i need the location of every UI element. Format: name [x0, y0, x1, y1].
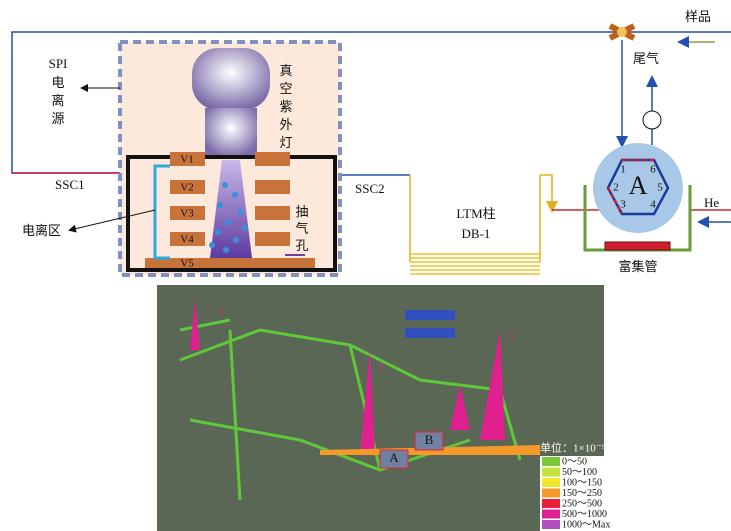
label: SSC1 [55, 177, 85, 192]
label: 尾气 [633, 51, 659, 66]
valve-label: A [629, 171, 648, 200]
plates [145, 152, 315, 268]
legend-swatch [542, 520, 560, 529]
plate-label: V5 [180, 258, 194, 270]
legend-label: 150～250 [562, 488, 602, 499]
label: SPI [49, 56, 68, 71]
port-link [606, 187, 624, 215]
pointer [68, 209, 156, 233]
label: 源 [51, 111, 64, 126]
legend: 0～5050～100100～150150～250250～500500～10001… [540, 456, 610, 531]
port: 6 [650, 164, 656, 176]
legend-swatch [542, 488, 560, 498]
label: DB-1 [462, 226, 491, 241]
valve-disk [593, 143, 683, 233]
coil [410, 253, 540, 275]
legend-swatch [542, 478, 560, 487]
label: 空 [279, 81, 292, 96]
label: 样品 [685, 9, 711, 24]
label: 真 [279, 63, 292, 78]
label: 抽 [295, 204, 308, 219]
port: 5 [657, 182, 663, 194]
lamp-bulb [192, 48, 270, 110]
map [157, 285, 604, 531]
port: 4 [650, 199, 656, 211]
pump-symbol [642, 110, 662, 130]
port: 3 [620, 199, 626, 211]
label: 灯 [279, 135, 292, 150]
peak-label: 1 [218, 306, 224, 318]
trap-tube [604, 241, 671, 251]
label: LTM柱 [456, 206, 495, 221]
port: 2 [613, 182, 619, 194]
legend-label: 250～500 [562, 498, 602, 509]
label: 紫 [279, 99, 292, 114]
legend-label: 500～1000 [562, 509, 607, 520]
valve-center [617, 27, 627, 37]
label: 电 [51, 75, 64, 90]
peak-label: 3 [508, 332, 514, 344]
ions [209, 182, 248, 253]
label: 离 [51, 93, 64, 108]
label: 电离区 [22, 223, 61, 238]
label: 孔 [295, 238, 308, 253]
lamp-stem [205, 108, 257, 158]
chamber [126, 155, 337, 272]
port: 1 [620, 164, 626, 176]
legend-swatch [542, 467, 560, 477]
site-label: B [425, 432, 434, 447]
legend-swatch [542, 509, 560, 519]
site-label: A [389, 450, 399, 465]
legend-label: 1000～Max [562, 519, 610, 530]
legend-title: 单位：1×10⁻⁹ [540, 441, 606, 455]
plate-label: V3 [180, 208, 194, 220]
legend-label: 100～150 [562, 477, 602, 488]
plate-label: V2 [180, 182, 193, 194]
legend-label: 0～50 [562, 456, 587, 467]
label: 气 [295, 221, 308, 236]
ion-bracket [153, 164, 170, 260]
label: He [704, 195, 719, 210]
plate-label: V4 [180, 234, 194, 246]
label: SSC2 [355, 181, 385, 196]
label: 外 [279, 117, 292, 132]
peak-label: 2 [378, 362, 384, 374]
legend-swatch [542, 499, 560, 508]
legend-swatch [542, 457, 560, 466]
plate-label: V1 [180, 154, 193, 166]
label: 富集管 [618, 259, 657, 274]
legend-label: 50～100 [562, 467, 597, 478]
